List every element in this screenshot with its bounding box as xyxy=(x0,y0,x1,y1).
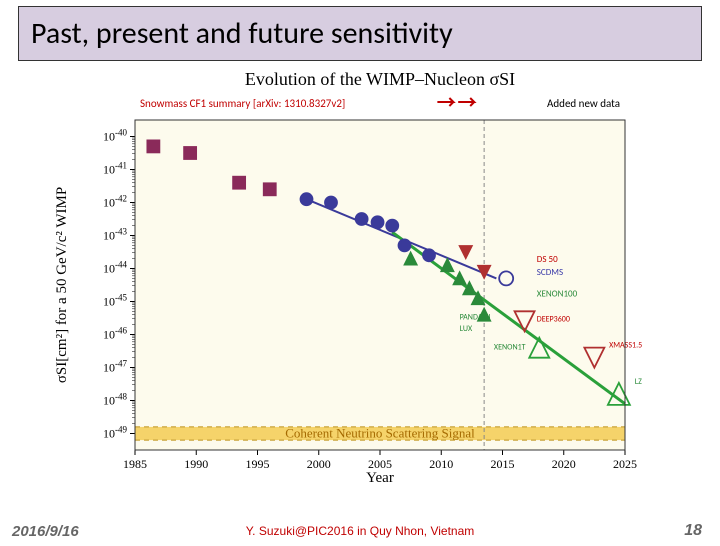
svg-text:1990: 1990 xyxy=(184,457,208,471)
chart-container: Coherent Neutrino Scattering Signal 1985 1… xyxy=(50,65,670,485)
svg-text:DEEP3600: DEEP3600 xyxy=(537,314,570,324)
page-number: 18 xyxy=(684,522,702,540)
svg-text:1995: 1995 xyxy=(246,457,270,471)
svg-text:10-48: 10-48 xyxy=(103,392,127,408)
svg-text:Evolution of the WIMP–Nucleon: Evolution of the WIMP–Nucleon σSI xyxy=(245,69,515,89)
svg-text:10-42: 10-42 xyxy=(103,194,127,210)
svg-text:10-47: 10-47 xyxy=(103,359,127,375)
svg-text:2025: 2025 xyxy=(613,457,637,471)
svg-text:SCDMS: SCDMS xyxy=(537,267,563,278)
svg-text:Snowmass CF1 summary [arXiv: 1: Snowmass CF1 summary [arXiv: 1310.8327v2… xyxy=(140,97,345,110)
slide-title-bar: Past, present and future sensitivity xyxy=(18,6,702,61)
svg-text:10-41: 10-41 xyxy=(103,161,127,177)
svg-text:10-40: 10-40 xyxy=(103,128,127,144)
svg-text:XMASS1.5: XMASS1.5 xyxy=(609,341,642,351)
footer: 2016/9/16 Y. Suzuki@PIC2016 in Quy Nhon,… xyxy=(0,518,720,540)
svg-text:LZ: LZ xyxy=(635,377,642,387)
svg-text:1985: 1985 xyxy=(123,457,147,471)
svg-text:LUX: LUX xyxy=(460,324,473,334)
footer-credit: Y. Suzuki@PIC2016 in Quy Nhon, Vietnam xyxy=(0,524,720,538)
svg-text:10-43: 10-43 xyxy=(103,227,127,243)
svg-text:Added new data: Added new data xyxy=(547,97,620,110)
svg-text:2020: 2020 xyxy=(552,457,576,471)
svg-text:10-44: 10-44 xyxy=(103,260,127,276)
svg-text:10-49: 10-49 xyxy=(103,425,127,441)
svg-text:Coherent Neutrino Scattering S: Coherent Neutrino Scattering Signal xyxy=(285,426,475,441)
svg-text:10-45: 10-45 xyxy=(103,293,127,309)
svg-text:σSI[cm²] for a 50 GeV/c² WIMP: σSI[cm²] for a 50 GeV/c² WIMP xyxy=(54,187,70,383)
svg-text:XENON1T: XENON1T xyxy=(494,342,526,352)
svg-text:PANDAXII: PANDAXII xyxy=(460,313,491,323)
svg-text:2000: 2000 xyxy=(307,457,331,471)
svg-text:2005: 2005 xyxy=(368,457,392,471)
svg-text:2015: 2015 xyxy=(491,457,515,471)
slide-title: Past, present and future sensitivity xyxy=(31,15,453,52)
svg-text:DS 50: DS 50 xyxy=(537,254,558,265)
svg-text:Year: Year xyxy=(366,470,394,485)
chart-svg: Coherent Neutrino Scattering Signal 1985 1… xyxy=(50,65,670,485)
svg-text:2010: 2010 xyxy=(429,457,453,471)
svg-text:XENON100: XENON100 xyxy=(537,289,578,300)
svg-text:10-46: 10-46 xyxy=(103,326,127,342)
